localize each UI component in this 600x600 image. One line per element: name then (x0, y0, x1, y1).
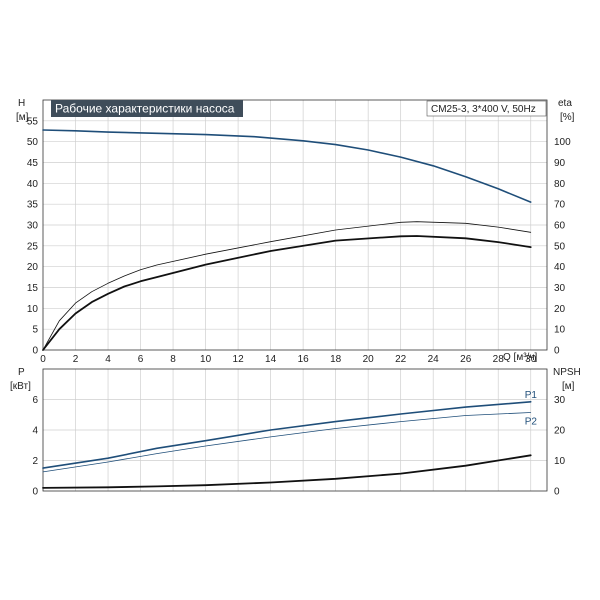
y-left-tick-label: 0 (32, 346, 38, 357)
x-tick-label: 6 (138, 354, 144, 365)
model-label-box (426, 100, 547, 117)
x-tick-label: 18 (330, 354, 342, 365)
top-grid (43, 100, 547, 350)
chart-title-background (51, 100, 243, 117)
y-left-tick-label: 15 (27, 283, 39, 294)
y-left-tick-label: 6 (32, 395, 38, 406)
x-axis-label: Q [м³/ч] (503, 352, 538, 363)
y-right-tick-label: 10 (554, 325, 566, 336)
y-left-tick-label: 20 (27, 262, 39, 273)
series-line-1 (42, 221, 532, 351)
y-right-tick-label: 0 (554, 487, 560, 498)
series-line-2 (42, 454, 532, 489)
p-axis-label: P (18, 367, 25, 378)
x-tick-label: 14 (265, 354, 277, 365)
y-left-tick-label: 4 (32, 426, 38, 437)
y-right-tick-label: 30 (554, 395, 566, 406)
x-tick-label: 24 (428, 354, 440, 365)
y-left-tick-label: 5 (32, 325, 38, 336)
y-right-tick-label: 70 (554, 200, 566, 211)
x-tick-label: 16 (298, 354, 310, 365)
y-right-tick-label: 90 (554, 158, 566, 169)
y-left-tick-label: 40 (27, 179, 39, 190)
x-tick-label: 2 (73, 354, 79, 365)
top-series (42, 129, 532, 351)
x-tick-label: 8 (170, 354, 176, 365)
x-tick-label: 26 (460, 354, 472, 365)
y-right-label: eta (558, 98, 572, 109)
bottom-series: P1 P2 (42, 390, 538, 489)
series-line-2 (42, 235, 532, 351)
x-tick-label: 22 (395, 354, 407, 365)
bottom-grid (43, 369, 547, 491)
series-line-p1 (42, 401, 532, 469)
y-right-tick-label: 30 (554, 283, 566, 294)
y-right-tick-label: 10 (554, 456, 566, 467)
p-axis-unit: [кВт] (10, 381, 31, 392)
y-left-tick-label: 2 (32, 456, 38, 467)
chart-title: Рабочие характеристики насоса (55, 102, 235, 116)
y-right-tick-label: 0 (554, 346, 560, 357)
x-tick-label: 4 (105, 354, 111, 365)
y-left-tick-label: 50 (27, 137, 39, 148)
top-tick-labels: 0510152025303540455055010203040506070809… (27, 116, 571, 365)
x-tick-label: 20 (363, 354, 375, 365)
npsh-axis-unit: [м] (562, 381, 575, 392)
y-left-label: H (18, 98, 25, 109)
y-left-tick-label: 30 (27, 221, 39, 232)
bottom-panel: P [кВт] NPSH [м] 0 2 4 6 0 10 20 30 P1 P2 (10, 367, 581, 498)
series-label-p2: P2 (525, 416, 538, 427)
top-plot-frame (42, 99, 548, 351)
y-left-tick-label: 55 (27, 116, 39, 127)
y-right-tick-label: 20 (554, 304, 566, 315)
x-tick-label: 30 (525, 354, 537, 365)
y-right-tick-label: 50 (554, 241, 566, 252)
x-tick-label: 10 (200, 354, 212, 365)
top-panel: Рабочие характеристики насоса CM25-3, 3*… (16, 98, 575, 365)
y-left-tick-label: 45 (27, 158, 39, 169)
x-tick-label: 12 (233, 354, 245, 365)
y-right-unit: [%] (560, 112, 575, 123)
bottom-tick-labels: 0 2 4 6 0 10 20 30 (32, 395, 565, 498)
npsh-axis-label: NPSH (553, 367, 581, 378)
x-tick-label: 0 (40, 354, 46, 365)
y-right-tick-label: 40 (554, 262, 566, 273)
y-right-tick-label: 20 (554, 426, 566, 437)
series-label-p1: P1 (525, 390, 538, 401)
series-line-p2 (42, 412, 532, 473)
bottom-plot-frame (42, 368, 548, 492)
y-left-tick-label: 35 (27, 200, 39, 211)
x-tick-label: 28 (493, 354, 505, 365)
series-line-0 (42, 129, 532, 203)
y-right-tick-label: 60 (554, 221, 566, 232)
y-left-tick-label: 0 (32, 487, 38, 498)
model-label: CM25-3, 3*400 V, 50Hz (431, 104, 536, 115)
y-left-tick-label: 25 (27, 241, 39, 252)
y-right-tick-label: 100 (554, 137, 571, 148)
y-left-tick-label: 10 (27, 304, 39, 315)
y-right-tick-label: 80 (554, 179, 566, 190)
y-left-unit: [м] (16, 112, 29, 123)
